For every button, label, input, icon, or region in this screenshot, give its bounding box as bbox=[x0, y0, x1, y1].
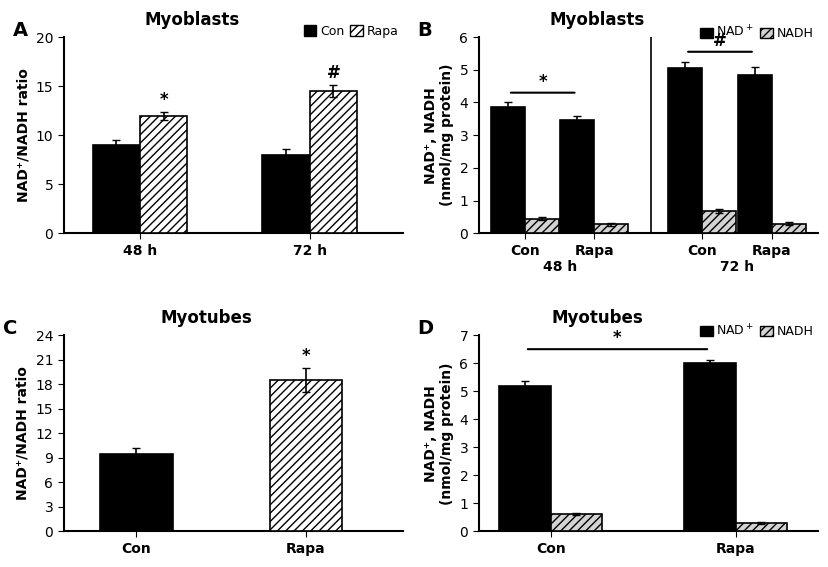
Text: D: D bbox=[417, 319, 433, 338]
Bar bbox=[140, 116, 187, 234]
Bar bbox=[100, 454, 172, 531]
Y-axis label: NAD⁺, NADH
(nmol/mg protein): NAD⁺, NADH (nmol/mg protein) bbox=[423, 362, 453, 505]
Bar bbox=[550, 514, 601, 531]
Bar bbox=[269, 380, 342, 531]
Text: A: A bbox=[12, 22, 28, 40]
Legend: NAD$^+$, NADH: NAD$^+$, NADH bbox=[694, 318, 817, 343]
Legend: NAD$^+$, NADH: NAD$^+$, NADH bbox=[694, 20, 817, 45]
Text: *: * bbox=[613, 329, 621, 348]
Legend: Con, Rapa: Con, Rapa bbox=[298, 20, 403, 43]
Bar bbox=[560, 120, 594, 234]
Bar bbox=[93, 145, 140, 234]
Bar bbox=[667, 68, 701, 234]
Text: Myotubes: Myotubes bbox=[551, 310, 643, 327]
Text: C: C bbox=[2, 319, 17, 338]
Bar bbox=[524, 219, 558, 234]
Text: 48 h: 48 h bbox=[542, 260, 576, 274]
Bar bbox=[490, 107, 524, 234]
Bar bbox=[737, 75, 771, 234]
Text: #: # bbox=[712, 32, 726, 50]
Bar bbox=[498, 386, 550, 531]
Bar bbox=[771, 223, 805, 234]
Text: *: * bbox=[159, 91, 168, 109]
Text: *: * bbox=[301, 346, 310, 365]
Bar bbox=[701, 211, 735, 234]
Y-axis label: NAD⁺/NADH ratio: NAD⁺/NADH ratio bbox=[16, 366, 30, 500]
Text: B: B bbox=[417, 22, 432, 40]
Bar bbox=[683, 363, 734, 531]
Y-axis label: NAD⁺/NADH ratio: NAD⁺/NADH ratio bbox=[16, 68, 30, 202]
Bar bbox=[309, 91, 357, 234]
Bar bbox=[262, 155, 309, 234]
Text: *: * bbox=[537, 73, 546, 91]
Text: Myoblasts: Myoblasts bbox=[145, 11, 240, 29]
Text: Myoblasts: Myoblasts bbox=[549, 11, 644, 29]
Y-axis label: NAD⁺, NADH
(nmol/mg protein): NAD⁺, NADH (nmol/mg protein) bbox=[423, 64, 453, 206]
Text: #: # bbox=[326, 64, 339, 82]
Bar bbox=[594, 224, 628, 234]
Text: 72 h: 72 h bbox=[719, 260, 753, 274]
Bar bbox=[734, 523, 786, 531]
Text: Myotubes: Myotubes bbox=[160, 310, 252, 327]
